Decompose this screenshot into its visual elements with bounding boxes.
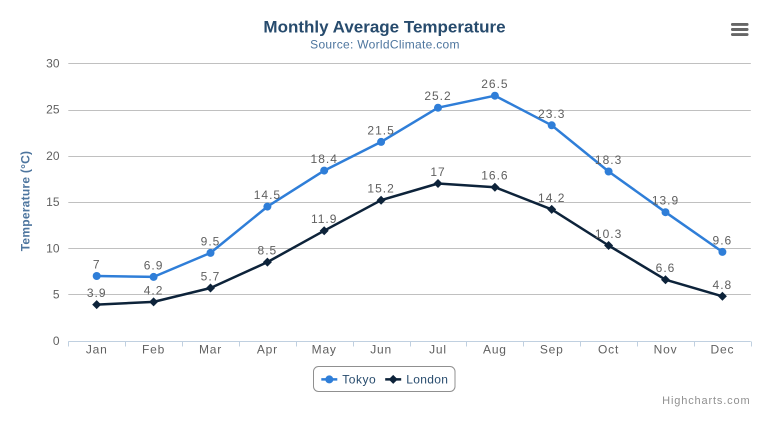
- svg-text:15.2: 15.2: [367, 182, 394, 196]
- svg-text:25: 25: [46, 103, 60, 117]
- svg-text:23.3: 23.3: [538, 107, 565, 121]
- svg-text:London: London: [406, 373, 448, 387]
- svg-text:6.9: 6.9: [144, 258, 164, 272]
- svg-text:5.7: 5.7: [201, 270, 221, 284]
- svg-text:Nov: Nov: [654, 343, 678, 357]
- svg-text:5: 5: [53, 288, 60, 302]
- svg-text:Monthly Average Temperature: Monthly Average Temperature: [263, 17, 505, 36]
- svg-text:13.9: 13.9: [652, 194, 679, 208]
- svg-text:14.2: 14.2: [538, 191, 565, 205]
- svg-text:3.9: 3.9: [87, 286, 107, 300]
- svg-text:15: 15: [46, 195, 60, 209]
- svg-text:26.5: 26.5: [481, 77, 508, 91]
- svg-text:30: 30: [46, 57, 60, 71]
- svg-text:Temperature (°C): Temperature (°C): [19, 151, 33, 252]
- svg-text:Jul: Jul: [429, 343, 447, 357]
- svg-text:16.6: 16.6: [481, 169, 508, 183]
- svg-text:Oct: Oct: [598, 343, 619, 357]
- svg-text:10.3: 10.3: [595, 227, 622, 241]
- svg-text:Feb: Feb: [142, 343, 165, 357]
- svg-text:8.5: 8.5: [258, 244, 278, 258]
- svg-text:11.9: 11.9: [311, 212, 337, 226]
- svg-text:18.4: 18.4: [311, 152, 338, 166]
- svg-text:0: 0: [53, 334, 60, 348]
- svg-text:4.2: 4.2: [144, 283, 164, 297]
- svg-text:Highcharts.com: Highcharts.com: [662, 395, 750, 407]
- svg-text:Aug: Aug: [483, 343, 507, 357]
- svg-text:Jun: Jun: [370, 343, 392, 357]
- svg-text:Source: WorldClimate.com: Source: WorldClimate.com: [310, 38, 460, 52]
- svg-text:9.5: 9.5: [201, 234, 221, 248]
- svg-text:18.3: 18.3: [595, 153, 622, 167]
- svg-text:Apr: Apr: [257, 343, 278, 357]
- svg-text:Sep: Sep: [540, 343, 564, 357]
- svg-text:20: 20: [46, 149, 60, 163]
- svg-text:21.5: 21.5: [367, 123, 394, 137]
- svg-text:Mar: Mar: [199, 343, 222, 357]
- svg-text:9.6: 9.6: [713, 233, 733, 247]
- svg-text:10: 10: [46, 241, 60, 255]
- svg-text:17: 17: [430, 165, 445, 179]
- svg-text:Dec: Dec: [711, 343, 735, 357]
- svg-text:4.8: 4.8: [713, 278, 733, 292]
- svg-text:14.5: 14.5: [254, 188, 281, 202]
- svg-text:Tokyo: Tokyo: [342, 373, 376, 387]
- svg-text:7: 7: [93, 258, 101, 272]
- svg-text:25.2: 25.2: [424, 89, 451, 103]
- svg-text:May: May: [312, 343, 337, 357]
- svg-text:Jan: Jan: [86, 343, 108, 357]
- svg-text:6.6: 6.6: [656, 261, 676, 275]
